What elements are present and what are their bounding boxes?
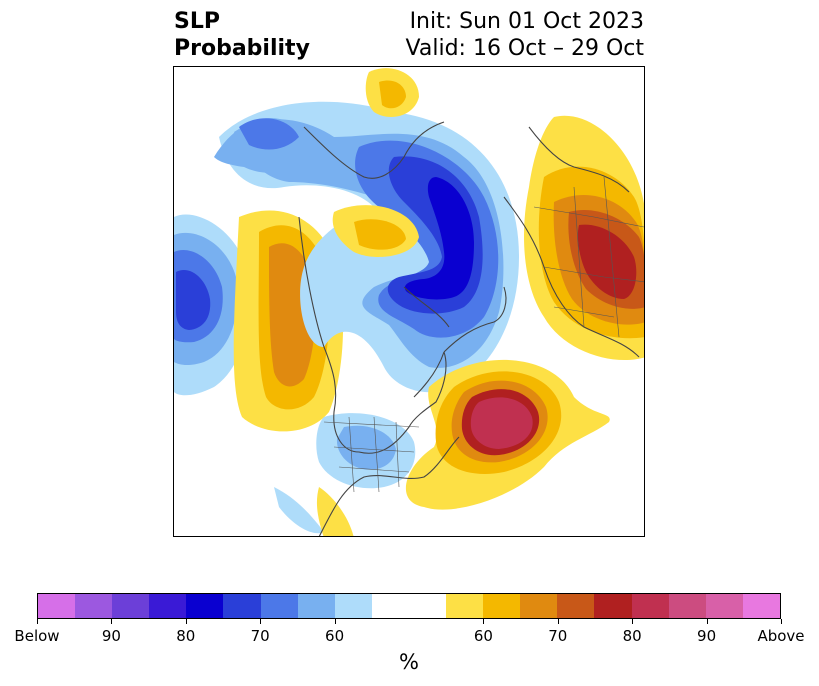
colorbar-segment: [186, 594, 224, 618]
colorbar-tick-label: 70: [548, 627, 568, 645]
atlantic-positive-anomaly: [405, 359, 610, 510]
colorbar-tick: [706, 619, 708, 624]
colorbar-tick-label: 80: [622, 627, 642, 645]
colorbar-tick-label: 70: [250, 627, 270, 645]
colorbar-tick-label: 60: [325, 627, 345, 645]
pacific-negative-anomaly: [174, 214, 249, 396]
colorbar-tick: [37, 619, 38, 624]
colorbar-segment: [149, 594, 187, 618]
map-title: SLP Probability: [174, 8, 310, 62]
colorbar-tick: [334, 619, 336, 624]
colorbar-tick: [483, 619, 485, 624]
colorbar-segment: [668, 594, 706, 618]
colorbar: [37, 593, 781, 619]
eurasia-positive-anomaly: [524, 115, 644, 360]
colorbar-tick-label: 80: [176, 627, 196, 645]
init-date: Init: Sun 01 Oct 2023: [409, 9, 644, 34]
coastlines: [298, 121, 640, 536]
political-borders: [323, 176, 644, 493]
colorbar-segment: [631, 594, 669, 618]
map-panel: [173, 66, 645, 537]
colorbar-segment: [297, 594, 335, 618]
colorbar-segment: [446, 594, 484, 618]
colorbar-tick-label: 60: [473, 627, 493, 645]
colorbar-segment: [260, 594, 298, 618]
colorbar-tick: [260, 619, 262, 624]
alaska-negative-anomaly: [214, 118, 314, 173]
probability-map: [174, 68, 644, 536]
colorbar-tick: [781, 619, 782, 624]
colorbar-unit: %: [399, 650, 419, 674]
colorbar-tick: [111, 619, 113, 624]
colorbar-segment: [705, 594, 743, 618]
colorbar-tick: [185, 619, 187, 624]
colorbar-segment: [594, 594, 632, 618]
colorbar-tick-label: 90: [101, 627, 121, 645]
title-variable: SLP: [174, 9, 220, 34]
colorbar-tick: [557, 619, 559, 624]
map-dates: Init: Sun 01 Oct 2023 Valid: 16 Oct – 29…: [406, 8, 644, 62]
valid-range: Valid: 16 Oct – 29 Oct: [405, 36, 644, 61]
title-product: Probability: [174, 36, 310, 61]
colorbar-tick: [632, 619, 634, 624]
colorbar-segment: [112, 594, 150, 618]
colorbar-segment: [371, 594, 409, 618]
colorbar-ticks: [37, 619, 782, 629]
colorbar-segment: [38, 594, 76, 618]
colorbar-tick-label: Above: [757, 627, 805, 645]
colorbar-segment: [520, 594, 558, 618]
colorbar-segment: [742, 594, 780, 618]
colorbar-segment: [223, 594, 261, 618]
colorbar-segment: [557, 594, 595, 618]
colorbar-tick-label: 90: [697, 627, 717, 645]
colorbar-segment: [75, 594, 113, 618]
colorbar-segment: [483, 594, 521, 618]
greenland-positive-anomaly: [332, 68, 419, 257]
colorbar-segment: [334, 594, 372, 618]
colorbar-tick-label: Below: [14, 627, 60, 645]
colorbar-segment: [408, 594, 447, 618]
